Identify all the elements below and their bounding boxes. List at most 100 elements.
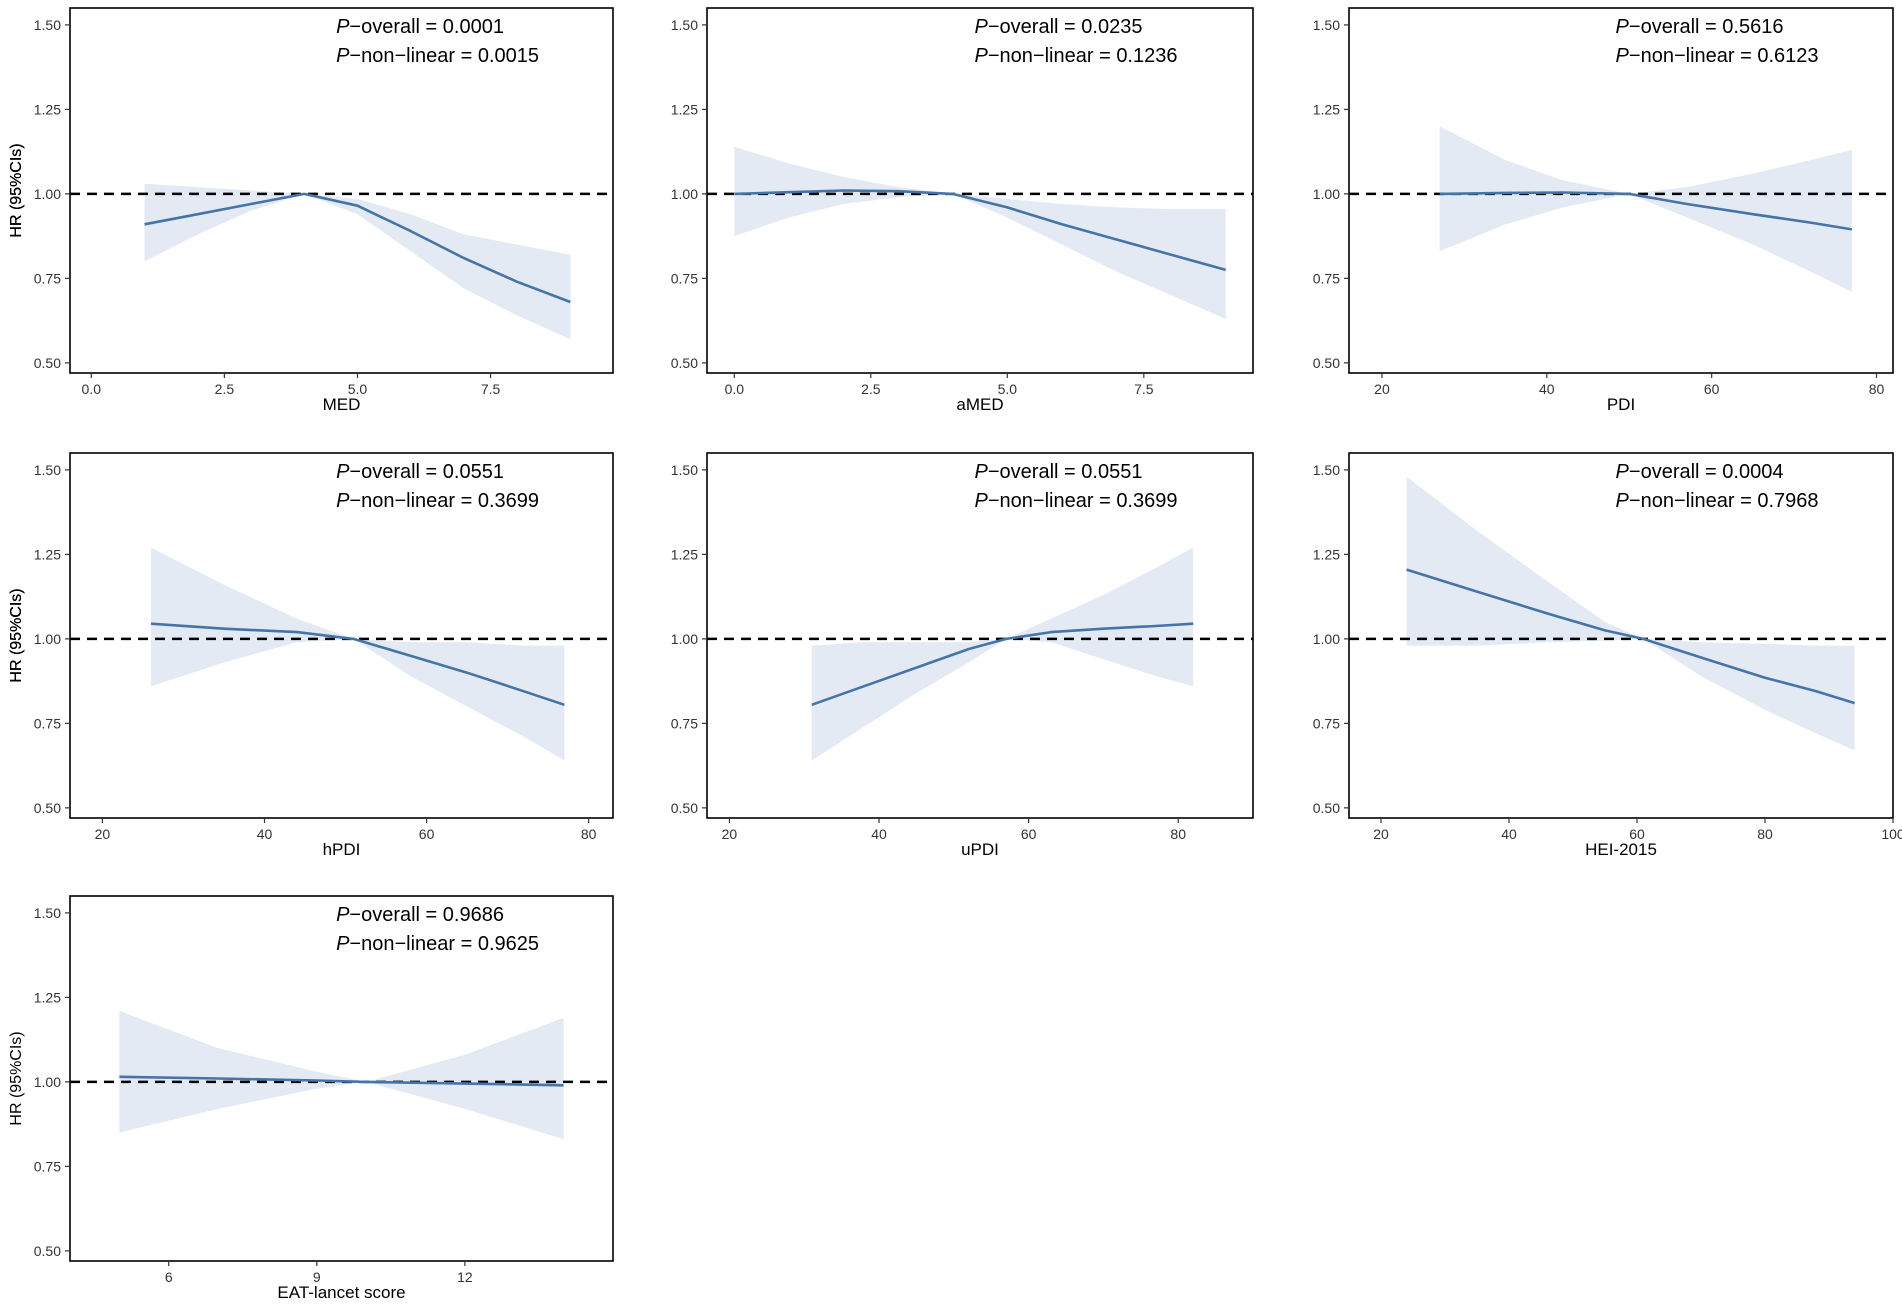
y-tick-label: 1.00 [34,631,61,647]
p-nonlinear-annotation: P−non−linear = 0.0015 [336,45,539,67]
confidence-band [1406,476,1855,751]
p-italic: P [1616,16,1630,38]
x-tick-label: 2.5 [215,381,235,397]
hr-curve [119,1075,564,1087]
p-italic: P [336,45,350,67]
chart-panel-3: 0.50 0.75 1.00 1.25 1.50 20 40 60 80 PDI HR (95%CI… [8,7,1894,414]
p-nonlinear-value: −non−linear = 0.0015 [349,45,539,67]
panel-frame [1348,7,1894,374]
y-tick-label: 0.50 [34,1243,61,1259]
x-axis-label: hPDI [323,840,361,859]
y-axis-label: HR (95%CIs) [8,143,25,237]
y-tick-label: 1.00 [34,1074,61,1090]
p-nonlinear-value: −non−linear = 0.9625 [349,933,539,955]
confidence-band [151,547,565,761]
p-overall-annotation: P−overall = 0.5616 [1616,16,1784,38]
y-tick-label: 0.75 [671,715,698,731]
x-tick-label: 20 [95,826,111,842]
confidence-band [1439,126,1852,292]
y-tick-label: 0.50 [671,800,698,816]
p-nonlinear-value: −non−linear = 0.6123 [1629,45,1819,67]
y-tick-label: 0.75 [34,715,61,731]
y-tick-label: 1.25 [671,546,698,562]
y-tick-label: 1.50 [1313,462,1340,478]
p-overall-annotation: P−overall = 0.0551 [336,461,504,483]
y-tick-label: 0.75 [1313,270,1340,286]
y-tick-label: 0.50 [34,355,61,371]
x-tick-label: 60 [419,826,435,842]
chart-panel-5: 0.50 0.75 1.00 1.25 1.50 20 40 60 80 uPDI HR (95%C… [8,452,1254,859]
p-nonlinear-annotation: P−non−linear = 0.6123 [1616,45,1819,67]
x-tick-label: 80 [1869,381,1885,397]
y-tick-label: 1.00 [1313,631,1340,647]
y-tick-label: 1.25 [1313,546,1340,562]
hr-curve [150,622,565,707]
y-axis-label: HR (95%CIs) [8,1031,25,1125]
x-axis-label: PDI [1607,395,1635,414]
y-axis-label: HR (95%CIs) [8,588,25,682]
panel-frame [706,7,1254,374]
x-tick-label: 0.0 [82,381,102,397]
y-tick-label: 1.25 [34,101,61,117]
x-tick-label: 80 [581,826,597,842]
p-italic: P [336,461,350,483]
p-italic: P [336,933,350,955]
p-nonlinear-annotation: P−non−linear = 0.3699 [336,490,539,512]
p-overall-value: −overall = 0.0001 [349,16,504,38]
y-tick-label: 1.50 [34,17,61,33]
panel-frame [69,895,614,1262]
x-tick-label: 2.5 [861,381,881,397]
confidence-band [119,1010,564,1140]
p-overall-value: −overall = 0.0235 [988,16,1143,38]
x-axis-label: HEI-2015 [1585,840,1657,859]
p-italic: P [1616,45,1630,67]
y-tick-label: 1.50 [671,462,698,478]
p-nonlinear-annotation: P−non−linear = 0.3699 [975,490,1178,512]
hr-curve [144,192,571,304]
confidence-band [144,183,571,340]
p-italic: P [336,490,350,512]
chart-panel-2: 0.50 0.75 1.00 1.25 1.50 0.0 2.5 5.0 7.5 aMED HR (… [8,7,1254,414]
x-tick-label: 80 [1170,826,1186,842]
hr-curve [811,622,1194,707]
y-tick-label: 1.00 [671,186,698,202]
x-tick-label: 40 [1501,826,1517,842]
x-tick-label: 40 [1539,381,1555,397]
x-tick-label: 7.5 [481,381,501,397]
y-tick-label: 0.50 [1313,355,1340,371]
p-italic: P [975,45,989,67]
y-tick-label: 1.50 [671,17,698,33]
x-tick-label: 100 [1881,826,1902,842]
p-italic: P [1616,490,1630,512]
x-tick-label: 5.0 [348,381,368,397]
x-tick-label: 9 [313,1269,321,1285]
y-tick-label: 0.50 [34,800,61,816]
x-tick-label: 40 [871,826,887,842]
panel-frame [1348,452,1894,819]
panel-frame [69,452,614,819]
x-axis-label: MED [323,395,361,414]
x-tick-label: 7.5 [1134,381,1154,397]
y-tick-label: 1.00 [34,186,61,202]
y-axis-label: HR (95%CIs) [8,588,25,682]
x-tick-label: 60 [1021,826,1037,842]
p-nonlinear-value: −non−linear = 0.1236 [988,45,1178,67]
panel-frame [69,7,614,374]
confidence-band [734,146,1226,319]
y-tick-label: 0.50 [671,355,698,371]
p-overall-annotation: P−overall = 0.0235 [975,16,1143,38]
y-tick-label: 0.75 [671,270,698,286]
chart-panel-4: 0.50 0.75 1.00 1.25 1.50 20 40 60 80 hPDI HR (95%C… [8,452,614,859]
y-tick-label: 1.25 [671,101,698,117]
y-tick-label: 0.75 [34,270,61,286]
p-nonlinear-value: −non−linear = 0.3699 [349,490,539,512]
y-axis-label: HR (95%CIs) [8,143,25,237]
x-tick-label: 60 [1629,826,1645,842]
p-italic: P [1616,461,1630,483]
chart-panel-6: 0.50 0.75 1.00 1.25 1.50 20 40 60 80 100 HEI-2015 H… [8,452,1902,859]
panel-frame [706,452,1254,819]
p-nonlinear-annotation: P−non−linear = 0.7968 [1616,490,1819,512]
p-nonlinear-annotation: P−non−linear = 0.9625 [336,933,539,955]
y-tick-label: 1.00 [1313,186,1340,202]
